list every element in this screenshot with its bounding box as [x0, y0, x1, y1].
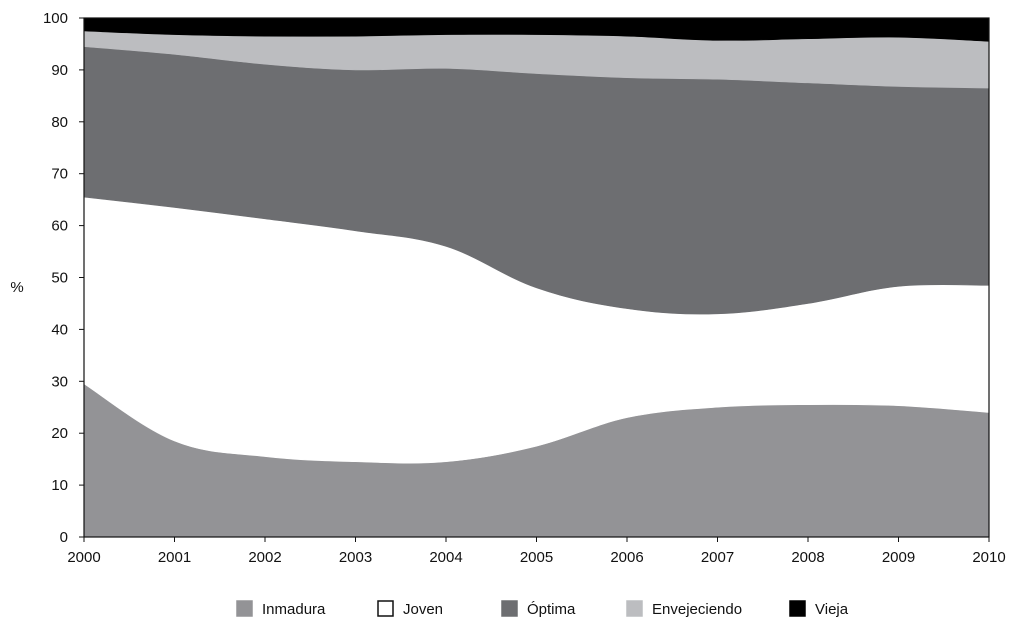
legend-label-joven: Joven — [403, 601, 443, 618]
legend-item-vieja: Vieja — [789, 600, 849, 618]
legend-label-envejeciendo: Envejeciendo — [652, 601, 742, 618]
legend: Inmadura Joven Óptima Envejeciendo Vieja — [236, 600, 849, 618]
x-tick-label: 2010 — [972, 549, 1005, 566]
y-tick-label: 100 — [43, 10, 68, 27]
legend-swatch-vieja — [789, 600, 806, 617]
legend-swatch-inmadura — [236, 600, 253, 617]
x-tick-label: 2007 — [701, 549, 734, 566]
legend-item-envejeciendo: Envejeciendo — [626, 600, 742, 618]
y-tick-label: 20 — [51, 425, 68, 442]
x-tick-label: 2003 — [339, 549, 372, 566]
y-tick-label: 60 — [51, 218, 68, 235]
x-tick-label: 2006 — [610, 549, 643, 566]
y-axis-label: % — [10, 279, 23, 296]
legend-item-optima: Óptima — [501, 600, 576, 618]
y-tick-label: 90 — [51, 62, 68, 79]
x-tick-label: 2004 — [429, 549, 462, 566]
legend-label-optima: Óptima — [527, 601, 576, 618]
y-tick-label: 0 — [60, 529, 68, 546]
y-tick-label: 70 — [51, 166, 68, 183]
legend-item-inmadura: Inmadura — [236, 600, 326, 618]
x-tick-label: 2002 — [248, 549, 281, 566]
y-tick-label: 50 — [51, 270, 68, 287]
legend-swatch-envejeciendo — [626, 600, 643, 617]
legend-swatch-joven — [377, 600, 394, 617]
x-tick-label: 2000 — [67, 549, 100, 566]
x-tick-label: 2009 — [882, 549, 915, 566]
legend-item-joven: Joven — [377, 600, 443, 618]
y-tick-label: 10 — [51, 477, 68, 494]
y-tick-label: 40 — [51, 321, 68, 338]
x-tick-label: 2001 — [158, 549, 191, 566]
legend-swatch-optima — [501, 600, 518, 617]
y-tick-label: 80 — [51, 114, 68, 131]
legend-label-inmadura: Inmadura — [262, 601, 326, 618]
legend-label-vieja: Vieja — [815, 601, 849, 618]
y-tick-label: 30 — [51, 373, 68, 390]
x-tick-label: 2008 — [791, 549, 824, 566]
axes-layer: 0 10 20 30 40 50 60 70 80 90 100 2000 2001 2002 2003 20… — [10, 10, 1005, 566]
areas-layer — [83, 17, 990, 538]
x-tick-label: 2005 — [520, 549, 553, 566]
